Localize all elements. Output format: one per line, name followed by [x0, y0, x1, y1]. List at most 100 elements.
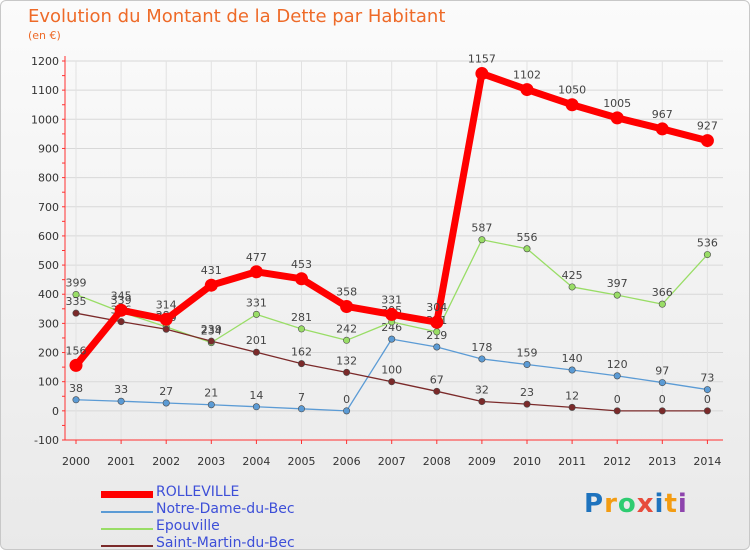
chart-title: Evolution du Montant de la Dette par Hab…	[28, 6, 446, 27]
data-point	[478, 398, 486, 406]
data-point	[72, 291, 80, 299]
data-label: 33	[114, 383, 128, 396]
data-label: 201	[246, 334, 267, 347]
data-point	[69, 358, 83, 372]
data-point	[658, 379, 666, 387]
data-point	[249, 265, 263, 279]
data-point	[295, 272, 308, 286]
data-point	[433, 387, 441, 395]
data-label: 314	[156, 298, 177, 311]
data-label: 162	[291, 346, 312, 359]
data-label: 140	[562, 352, 583, 365]
data-point	[568, 283, 576, 291]
data-label: 27	[159, 385, 173, 398]
data-label: 12	[565, 389, 579, 402]
data-point	[388, 378, 396, 386]
y-tick-label: 800	[38, 172, 59, 185]
data-label: 331	[246, 296, 267, 309]
data-label: 7	[298, 391, 305, 404]
data-label: 0	[659, 393, 666, 406]
logo-letter: i	[654, 489, 665, 519]
data-label: 399	[66, 277, 87, 290]
data-label: 1102	[513, 69, 541, 82]
data-label: 358	[336, 285, 357, 298]
data-label: 397	[607, 277, 628, 290]
data-point	[343, 368, 351, 376]
data-point	[207, 401, 215, 409]
data-label: 339	[111, 294, 132, 307]
data-point	[523, 400, 531, 408]
data-point	[475, 67, 489, 81]
data-label: 345	[111, 289, 132, 302]
data-label: 178	[471, 341, 492, 354]
data-point	[252, 348, 260, 356]
data-label: 335	[66, 295, 87, 308]
x-tick-label: 2008	[423, 455, 451, 468]
data-point	[520, 83, 534, 97]
y-tick-label: 100	[38, 376, 59, 389]
data-point	[610, 111, 624, 125]
data-point	[568, 403, 576, 411]
data-label: 331	[381, 293, 402, 306]
data-label: 1157	[468, 53, 496, 66]
data-label: 219	[426, 329, 447, 342]
data-label: 132	[336, 354, 357, 367]
data-label: 967	[652, 108, 673, 121]
data-label: 556	[517, 231, 538, 244]
x-tick-label: 2010	[513, 455, 541, 468]
data-point	[523, 245, 531, 253]
x-tick-label: 2003	[197, 455, 225, 468]
data-point	[204, 278, 218, 292]
data-label: 14	[249, 389, 263, 402]
data-label: 366	[652, 286, 673, 299]
y-tick-label: 700	[38, 201, 59, 214]
data-point	[388, 335, 396, 343]
data-label: 73	[700, 372, 714, 385]
data-point	[700, 134, 714, 148]
data-label: 587	[471, 222, 492, 235]
data-point	[613, 291, 621, 299]
data-label: 0	[343, 393, 350, 406]
data-point	[478, 355, 486, 363]
y-tick-label: 200	[38, 347, 59, 360]
data-point	[433, 328, 441, 336]
legend-label: ROLLEVILLE	[156, 484, 240, 500]
y-tick-label: 1000	[31, 113, 59, 126]
logo-letter: x	[636, 489, 655, 519]
data-point	[252, 310, 260, 318]
data-point	[72, 396, 80, 404]
data-label: 927	[697, 120, 718, 133]
x-tick-label: 2009	[468, 455, 496, 468]
y-tick-label: 1200	[31, 55, 59, 68]
data-point	[343, 407, 351, 415]
data-label: 32	[475, 384, 489, 397]
y-tick-label: 1100	[31, 84, 59, 97]
logo-letter: o	[617, 489, 637, 519]
data-label: 242	[336, 322, 357, 335]
data-label: 0	[704, 393, 711, 406]
y-tick-label: 500	[38, 259, 59, 272]
legend-label: Epouville	[156, 518, 220, 534]
data-point	[565, 98, 579, 112]
data-point	[613, 407, 621, 415]
data-label: 97	[655, 365, 669, 378]
data-point	[568, 366, 576, 374]
data-point	[655, 122, 669, 136]
legend-label: Saint-Martin-du-Bec	[156, 535, 295, 550]
x-tick-label: 2014	[693, 455, 721, 468]
data-point	[385, 307, 399, 321]
data-point	[297, 405, 305, 413]
data-point	[159, 312, 173, 326]
data-point	[207, 337, 215, 345]
data-point	[72, 309, 80, 317]
data-label: 67	[430, 373, 444, 386]
data-label: 239	[201, 323, 222, 336]
data-label: 0	[614, 393, 621, 406]
data-point	[703, 251, 711, 259]
data-point	[613, 372, 621, 380]
legend-swatch	[101, 491, 153, 498]
x-tick-label: 2005	[288, 455, 316, 468]
x-tick-label: 2000	[62, 455, 90, 468]
y-tick-label: -100	[34, 434, 59, 447]
